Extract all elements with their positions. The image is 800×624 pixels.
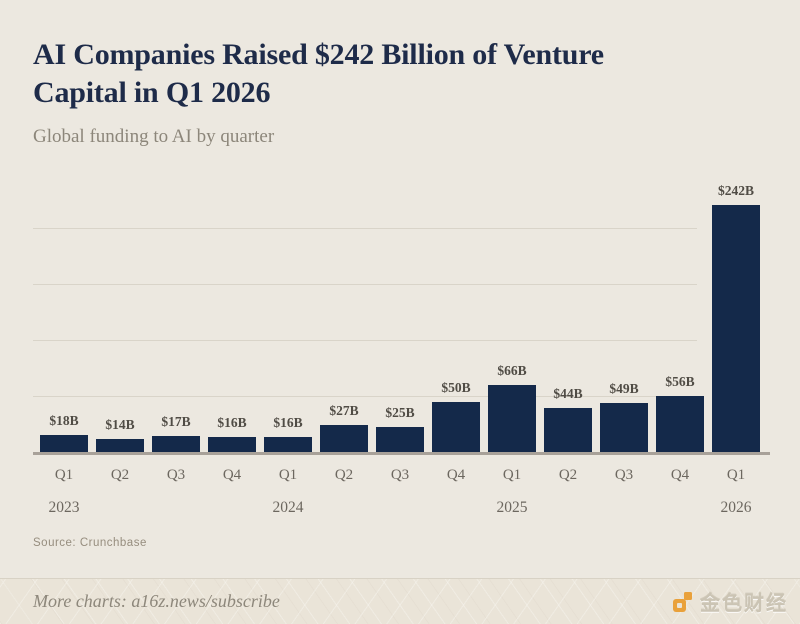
bar-group: $14B	[96, 417, 144, 453]
bar-value-label: $50B	[441, 380, 471, 395]
x-axis-tick-label: Q3	[614, 467, 634, 483]
title-line-2: Capital in Q1 2026	[33, 76, 271, 109]
bar-value-label: $49B	[609, 381, 639, 396]
bar-chart: $18B $14B $17B $16B $16B $27B $25B $50B $66B $44B…	[33, 175, 770, 516]
bar-group: $242B	[712, 183, 760, 453]
gridline	[33, 284, 697, 285]
year-label: 2026	[720, 499, 752, 516]
title-line-1: AI Companies Raised $242 Billion of Vent…	[33, 38, 604, 71]
more-charts-link: More charts: a16z.news/subscribe	[33, 591, 280, 611]
bar-group: $16B	[208, 415, 256, 453]
x-axis-tick-label: Q1	[54, 467, 74, 483]
watermark: 金色财经	[671, 587, 788, 616]
bar	[656, 396, 704, 453]
x-axis-tick-label: Q1	[502, 467, 522, 483]
bar-group: $50B	[432, 380, 480, 453]
bar-group: $25B	[376, 405, 424, 453]
bar	[712, 205, 760, 453]
x-axis-tick-label: Q2	[110, 467, 130, 483]
bar	[432, 402, 480, 453]
bar	[264, 437, 312, 453]
bar-value-label: $56B	[665, 374, 695, 389]
bar-value-label: $16B	[273, 415, 303, 430]
bar-value-label: $44B	[553, 386, 583, 401]
bar	[208, 437, 256, 453]
bar-value-label: $16B	[217, 415, 247, 430]
bar-group: $66B	[488, 363, 536, 453]
bar-value-label: $18B	[49, 413, 79, 428]
x-axis-tick-label: Q3	[390, 467, 410, 483]
bar-value-label: $242B	[717, 183, 754, 198]
bar	[488, 385, 536, 453]
x-axis-tick-label: Q3	[166, 467, 186, 483]
bar-group: $16B	[264, 415, 312, 453]
bar-group: $56B	[656, 374, 704, 453]
bar-value-label: $27B	[329, 403, 359, 418]
bar	[376, 427, 424, 453]
year-label: 2025	[496, 499, 528, 516]
page-title: AI Companies Raised $242 Billion of Vent…	[33, 36, 753, 112]
chart-subtitle: Global funding to AI by quarter	[33, 126, 275, 147]
bar-group: $17B	[152, 414, 200, 453]
bar-group: $18B	[40, 413, 88, 453]
gridline	[33, 340, 697, 341]
bar	[320, 425, 368, 453]
bar-value-label: $14B	[105, 417, 135, 432]
bar	[152, 436, 200, 453]
x-axis-tick-label: Q4	[446, 467, 466, 483]
bar-value-label: $17B	[161, 414, 191, 429]
bar	[600, 403, 648, 453]
year-label: 2023	[48, 499, 80, 516]
bar	[544, 408, 592, 453]
bar	[40, 435, 88, 453]
x-axis-tick-label: Q4	[670, 467, 690, 483]
bar-value-label: $66B	[497, 363, 527, 378]
x-axis-tick-label: Q1	[278, 467, 298, 483]
x-axis-line	[33, 452, 770, 455]
jinse-finance-logo-icon	[671, 591, 693, 613]
x-axis-tick-label: Q4	[222, 467, 242, 483]
footer-bar: More charts: a16z.news/subscribe 金色财经	[0, 578, 800, 624]
x-axis-tick-label: Q2	[558, 467, 578, 483]
bar-group: $49B	[600, 381, 648, 453]
bar-value-label: $25B	[385, 405, 415, 420]
year-label: 2024	[272, 499, 304, 516]
bar	[96, 439, 144, 453]
gridline	[33, 228, 697, 229]
x-axis-tick-label: Q2	[334, 467, 354, 483]
bar-group: $27B	[320, 403, 368, 453]
bar-group: $44B	[544, 386, 592, 453]
watermark-text: 金色财经	[700, 593, 788, 615]
x-axis-tick-label: Q1	[726, 467, 746, 483]
source-note: Source: Crunchbase	[33, 537, 147, 549]
gridline	[33, 396, 697, 397]
